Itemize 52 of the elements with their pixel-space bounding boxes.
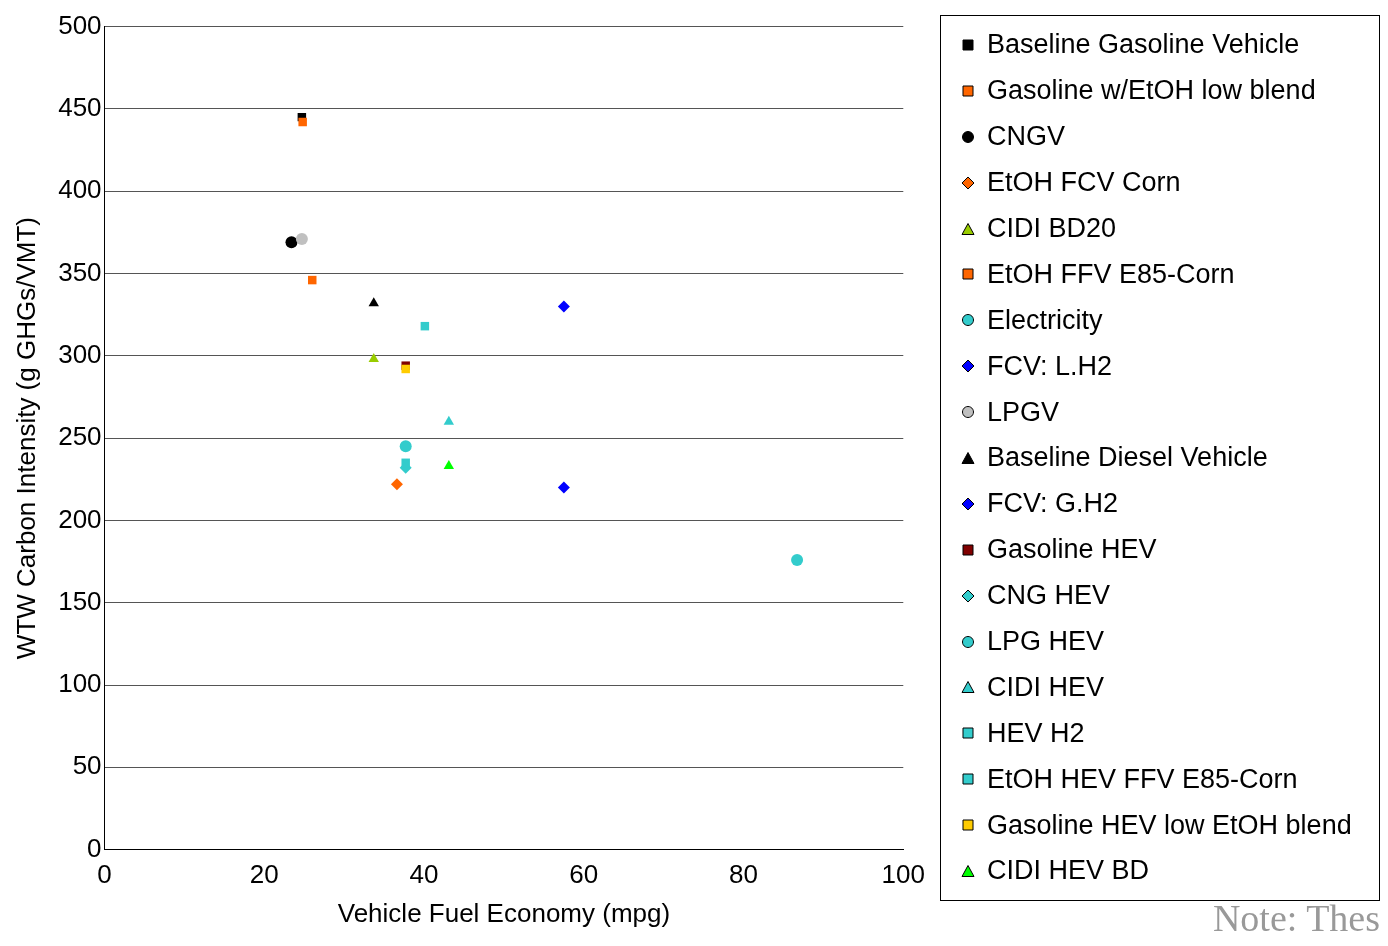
point xyxy=(401,458,410,468)
point xyxy=(390,478,403,491)
point xyxy=(368,297,379,307)
point xyxy=(295,232,308,245)
text: Note: Thes xyxy=(1212,896,1380,940)
point xyxy=(557,300,570,313)
point xyxy=(443,460,455,470)
legend-label: EtOH FFV E85-Corn xyxy=(987,258,1235,290)
point xyxy=(443,415,455,425)
legend-label: CIDI HEV BD xyxy=(987,855,1150,887)
y-tick-label: 250 xyxy=(58,421,102,452)
y-axis-title: WTW Carbon Intensity (g GHGs/VMT) xyxy=(10,217,41,660)
y-tick-label: 400 xyxy=(58,174,102,205)
point xyxy=(368,353,379,363)
legend-label: Gasoline HEV xyxy=(987,534,1157,566)
legend-label: CNG HEV xyxy=(987,580,1111,612)
y-tick-label: 50 xyxy=(72,750,102,781)
legend-label: Gasoline w/EtOH low blend xyxy=(987,75,1316,107)
point xyxy=(399,440,412,453)
y-tick-label: 100 xyxy=(58,668,102,699)
legend-label: Baseline Gasoline Vehicle xyxy=(987,29,1300,61)
legend-label: Gasoline HEV low EtOH blend xyxy=(987,809,1352,841)
legend-label: CIDI BD20 xyxy=(987,213,1117,244)
x-axis-title: Vehicle Fuel Economy (mpg) xyxy=(337,897,671,928)
legend-label: FCV: L.H2 xyxy=(987,350,1113,382)
x-tick-label: 80 xyxy=(729,859,759,890)
y-tick-label: 450 xyxy=(58,92,102,123)
point xyxy=(557,481,570,494)
y-tick-label: 150 xyxy=(58,585,102,616)
legend-label: Baseline Diesel Vehicle xyxy=(987,442,1268,474)
y-tick-label: 200 xyxy=(58,503,102,534)
y-tick-label: 300 xyxy=(58,338,102,369)
y-tick-label: 500 xyxy=(58,9,102,40)
x-tick-label: 20 xyxy=(249,859,279,890)
legend-label: HEV H2 xyxy=(987,717,1085,749)
point xyxy=(285,236,298,249)
legend-label: FCV: G.H2 xyxy=(987,488,1119,520)
legend-label: Electricity xyxy=(987,304,1103,336)
legend-label: CIDI HEV xyxy=(987,671,1105,703)
point xyxy=(791,553,804,566)
legend-label: EtOH FCV Corn xyxy=(987,167,1181,199)
legend-label: LPG HEV xyxy=(987,626,1105,658)
x-tick-label: 40 xyxy=(409,859,439,890)
y-tick-label: 350 xyxy=(58,256,102,287)
legend-label: CNGV xyxy=(987,121,1066,153)
point xyxy=(401,364,410,374)
y-tick-label: 0 xyxy=(87,832,102,863)
legend-label: LPGV xyxy=(987,396,1060,428)
legend-label: EtOH HEV FFV E85-Corn xyxy=(987,763,1298,795)
x-tick-label: 100 xyxy=(881,859,926,890)
point xyxy=(298,117,307,127)
x-tick-label: 60 xyxy=(569,859,599,890)
